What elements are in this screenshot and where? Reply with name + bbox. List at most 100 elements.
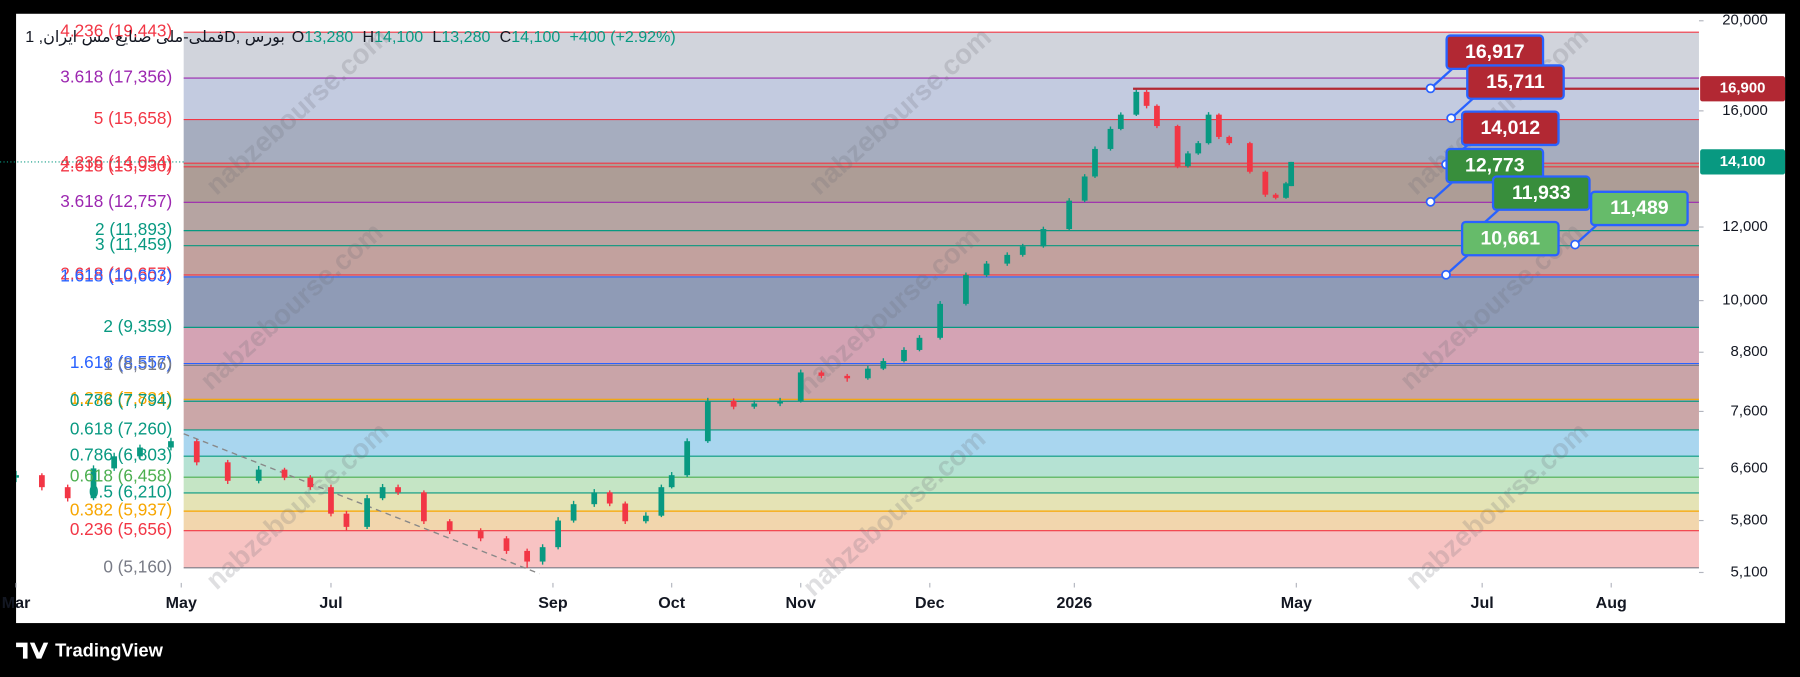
fib-label: 3.618 (12,757)	[60, 191, 172, 211]
callout-box	[1590, 190, 1689, 227]
candle-body	[379, 487, 386, 499]
callout-label: 11,489	[1610, 197, 1669, 219]
price-label: 16,900	[1720, 80, 1766, 97]
footer-logo: TradingView	[16, 640, 164, 661]
fib-band	[183, 274, 1699, 277]
fib-band	[183, 202, 1699, 231]
x-tick-label: Dec	[915, 594, 945, 612]
y-tick-label: 5,800	[1731, 511, 1768, 528]
fib-label: 3 (11,459)	[95, 234, 172, 254]
y-tick-label: 6,600	[1731, 459, 1768, 476]
fib-band	[183, 477, 1699, 493]
y-tick-label: 10,000	[1722, 292, 1768, 309]
fib-band	[183, 399, 1699, 402]
candle-body	[395, 487, 401, 493]
fib-label: 3.618 (17,356)	[60, 67, 172, 87]
ohlc-value: 13,280	[304, 28, 353, 46]
fib-label: 5 (15,658)	[94, 108, 172, 128]
candle-body	[570, 504, 577, 521]
candle-body	[704, 400, 711, 442]
candle-body	[168, 441, 174, 448]
fib-label: 4.236 (14,054)	[60, 152, 172, 172]
fib-bands	[183, 31, 1699, 569]
callout-pointer	[1450, 96, 1475, 120]
fib-label: 1.272 (7,831)	[70, 388, 172, 408]
candle-body	[39, 475, 45, 488]
ohlc-value: 14,100	[511, 28, 560, 46]
candle-body	[503, 538, 510, 551]
y-tick-label: 5,100	[1731, 563, 1768, 580]
candle-body	[1272, 194, 1279, 198]
callout-box	[1460, 110, 1560, 147]
candle-body	[1107, 128, 1114, 149]
fib-label: 0 (5,160)	[103, 556, 172, 576]
fib-label: 0.618 (6,458)	[70, 466, 172, 486]
candle-body	[684, 441, 691, 476]
callout-pointer	[1429, 180, 1455, 203]
candle-body	[901, 349, 907, 362]
candle-body	[591, 492, 598, 505]
candle-body	[1174, 126, 1181, 167]
candle-body	[111, 456, 118, 469]
candle-body	[777, 400, 783, 404]
x-tick-label: May	[1281, 594, 1312, 612]
y-tick-label: 8,800	[1731, 343, 1768, 360]
fib-band	[183, 456, 1699, 478]
callout-label: 12,773	[1465, 154, 1525, 176]
fib-label: 2 (11,893)	[95, 219, 172, 239]
candle-body	[477, 531, 484, 539]
fib-label: 0.382 (5,937)	[70, 500, 172, 520]
candle-body	[1117, 114, 1124, 129]
header-change: +400 (+2.92%)	[570, 28, 676, 46]
callout-label: 15,711	[1486, 71, 1545, 93]
candle-body	[1133, 91, 1140, 115]
candle-body	[1262, 171, 1269, 195]
callout-box	[1460, 220, 1560, 257]
fib-label: 1 (8,516)	[103, 354, 172, 374]
fib-label: 0.786 (6,803)	[70, 445, 172, 465]
candle-body	[16, 475, 19, 478]
ohlc-name: O	[292, 28, 304, 46]
candle-body	[1288, 161, 1295, 187]
callout-pointer	[1574, 223, 1599, 246]
x-tick-label: Oct	[658, 594, 685, 612]
candle-body	[643, 515, 649, 522]
x-tick-label: Mar	[2, 594, 31, 612]
fib-labels: 4.236 (19,443) 3.618 (17,356) 5 (15,658) 4.…	[60, 21, 172, 577]
x-tick-label: Jul	[319, 594, 342, 612]
fib-band	[183, 429, 1699, 457]
callout-dot	[1446, 113, 1457, 124]
callout-label: 11,933	[1512, 182, 1571, 204]
candle-body	[524, 550, 531, 562]
candle-body	[880, 361, 887, 369]
fib-label: 2.618 (13,930)	[60, 155, 172, 175]
header-symbol: فملی-ملی صنایع مس ایران, 1D, بورس	[25, 28, 285, 47]
callout-label: 16,917	[1465, 41, 1525, 63]
callout-dot	[1441, 269, 1451, 280]
y-tick-label: 16,000	[1722, 102, 1768, 119]
candle-body	[937, 303, 943, 338]
y-tick-label: 20,000	[1722, 12, 1768, 29]
callout-dot	[1425, 83, 1436, 94]
fib-band	[183, 401, 1699, 430]
candle-body	[446, 521, 453, 532]
candle-body	[1081, 176, 1088, 201]
callouts: 16,917 15,711 14,012 12,773 11,933 10,661 11,4…	[1425, 34, 1689, 280]
candle-body	[555, 520, 561, 548]
callout-box	[1491, 175, 1591, 211]
fib-band	[183, 365, 1699, 400]
candle-body	[658, 487, 665, 516]
fib-label: 0.786 (7,794)	[70, 390, 172, 410]
candle-body	[421, 492, 427, 522]
callout-dot	[1425, 196, 1436, 207]
callout-dot	[1570, 239, 1580, 250]
candle-body	[193, 441, 200, 463]
header: فملی-ملی صنایع مس ایران, 1D, بورس O13,280…	[25, 28, 675, 47]
price-label-box	[1700, 76, 1786, 102]
candle-body	[1283, 183, 1289, 198]
candle-body	[1205, 114, 1212, 144]
fib-band	[183, 78, 1699, 120]
candle-body	[1004, 254, 1011, 264]
candle-body	[963, 275, 969, 304]
x-tick-label: Aug	[1596, 594, 1627, 612]
